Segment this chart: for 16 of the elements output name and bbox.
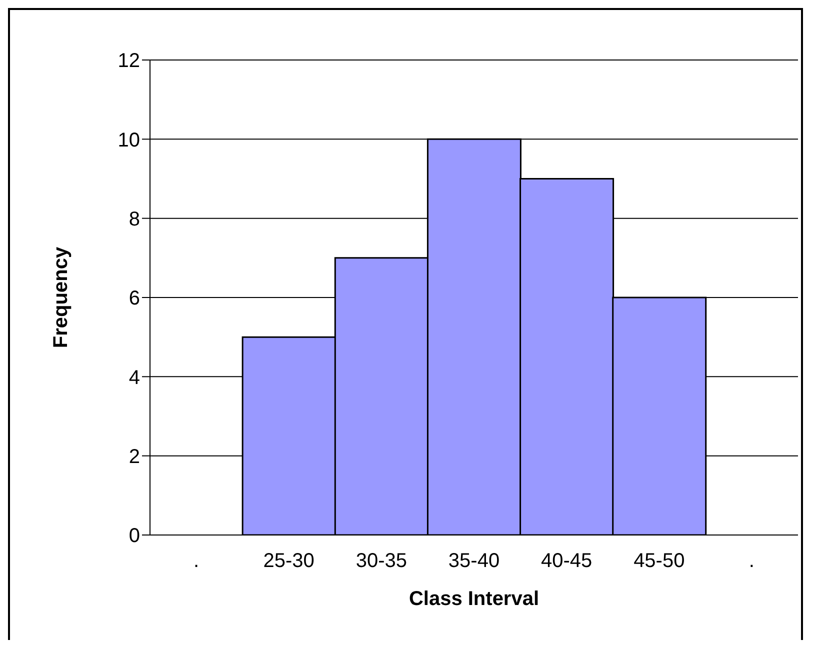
y-tick-label: 10 bbox=[118, 129, 140, 152]
y-tick-label: 0 bbox=[128, 525, 140, 548]
x-tick-label: 45-50 bbox=[634, 550, 685, 572]
y-tick-label: 2 bbox=[128, 446, 140, 468]
x-tick-label: 25-30 bbox=[263, 550, 314, 572]
x-tick-label: 35-40 bbox=[448, 550, 500, 572]
y-tick-label: 12 bbox=[118, 50, 140, 72]
y-tick-label: 6 bbox=[128, 288, 140, 310]
y-tick-label: 4 bbox=[128, 366, 140, 389]
y-tick-label: 8 bbox=[128, 208, 140, 230]
x-tick-label: 40-45 bbox=[540, 550, 592, 572]
x-tick-label: . bbox=[194, 550, 200, 572]
y-axis-title: Frequency bbox=[50, 246, 72, 348]
x-axis-title: Class Interval bbox=[408, 588, 540, 610]
x-tick-label: 30-35 bbox=[356, 550, 408, 572]
x-tick-label: . bbox=[748, 550, 754, 572]
